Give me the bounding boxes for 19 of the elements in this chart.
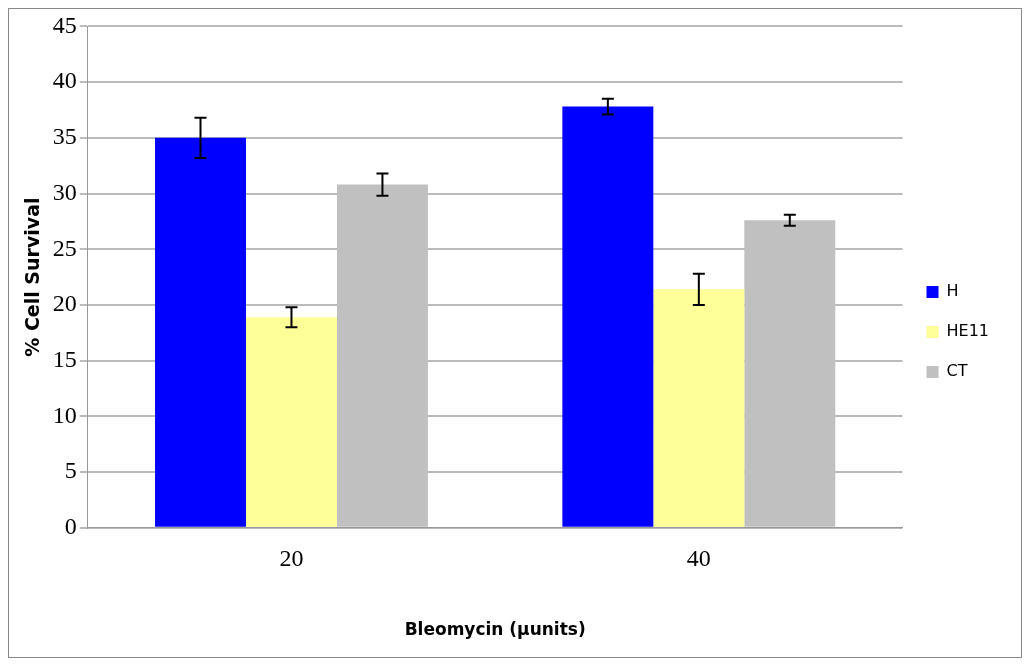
y-axis-title: % Cell Survival xyxy=(21,197,44,357)
y-tick-label: 40 xyxy=(52,67,77,94)
y-tick-label: 10 xyxy=(52,401,77,428)
bar xyxy=(653,289,745,527)
y-tick-label: 15 xyxy=(52,345,77,372)
bar xyxy=(245,317,337,527)
y-tick-label: 25 xyxy=(52,234,77,261)
legend-label: CT xyxy=(946,361,968,381)
x-axis-title: Bleomycin (µunits) xyxy=(404,619,586,640)
legend-label: HE11 xyxy=(946,321,989,341)
bar xyxy=(155,137,246,527)
bar xyxy=(562,106,654,527)
y-tick-label: 20 xyxy=(52,290,77,317)
legend-label: H xyxy=(946,281,959,301)
y-tick-label: 35 xyxy=(52,123,77,150)
y-tick-label: 0 xyxy=(64,513,77,540)
y-tick-label: 30 xyxy=(52,178,77,205)
y-tick-label: 5 xyxy=(64,457,77,484)
y-tick-label: 45 xyxy=(52,11,77,38)
